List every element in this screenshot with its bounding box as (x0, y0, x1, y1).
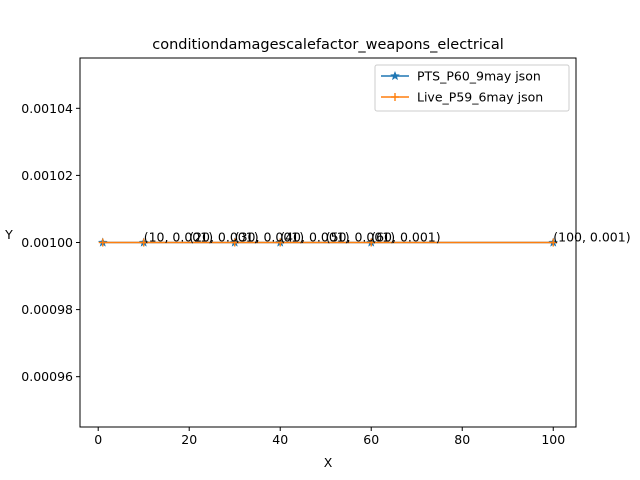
x-tick-label-3: 40 (272, 432, 288, 447)
x-tick-label-4: 60 (363, 432, 379, 447)
legend-label-1: PTS_P60_9may json (417, 69, 541, 84)
series-2-point-2 (139, 238, 148, 247)
x-axis: 0 20 40 60 80 100 (94, 427, 565, 447)
data-label-1: (10, 0.001) (144, 230, 213, 245)
x-tick-label-6: 100 (541, 432, 565, 447)
plot-area: (10, 0.001)(20, 0.001)(30, 0.001)(40, 0.… (97, 230, 631, 247)
data-label-3: (30, 0.001) (235, 230, 304, 245)
y-axis-label: Y (4, 227, 13, 242)
y-tick-label-3: 0.00100 (21, 235, 73, 250)
legend-box (374, 64, 570, 112)
legend-marker-1 (390, 70, 400, 81)
data-label-6: (60, 0.001) (371, 230, 440, 245)
series-2-point-3 (230, 238, 239, 247)
y-tick-label-1: 0.00096 (21, 369, 73, 384)
data-label-7: (100, 0.001) (553, 230, 630, 245)
y-tick-label-2: 0.00098 (21, 302, 73, 317)
x-axis-label: X (324, 455, 333, 470)
y-axis: 0.00096 0.00098 0.00100 0.00102 0.00104 (21, 101, 80, 384)
x-tick-label-5: 80 (454, 432, 470, 447)
legend-marker-2 (391, 93, 399, 101)
y-tick-label-5: 0.00104 (21, 101, 73, 116)
chart-title: conditiondamagescalefactor_weapons_elect… (152, 37, 504, 53)
series-2-point-5 (367, 238, 376, 247)
legend: PTS_P60_9may json Live_P59_6may json (374, 64, 570, 112)
y-tick-label-4: 0.00102 (21, 168, 73, 183)
series-2-point-4 (276, 238, 285, 247)
data-label-5: (50, 0.001) (326, 230, 395, 245)
x-tick-label-2: 20 (181, 432, 197, 447)
series-2-point-1 (98, 238, 107, 247)
x-tick-label-1: 0 (94, 432, 102, 447)
data-label-2: (20, 0.001) (189, 230, 258, 245)
data-label-4: (40, 0.001) (280, 230, 349, 245)
series-2-point-6 (549, 238, 558, 247)
legend-label-2: Live_P59_6may json (417, 90, 543, 105)
